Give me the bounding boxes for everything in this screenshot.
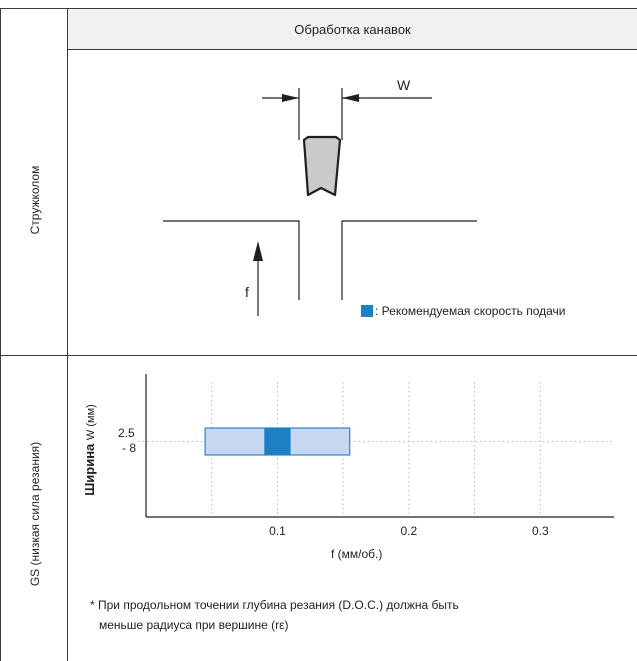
feed-rate-chart: 0.1 0.2 0.3 xyxy=(138,374,614,538)
table-left-border xyxy=(0,8,1,661)
chart-ylabel: Ширина W (мм) xyxy=(82,390,98,510)
chart-recommended-bar xyxy=(264,428,291,455)
groove-diagram xyxy=(163,88,477,316)
legend-text: : Рекомендуемая скорость подачи xyxy=(375,304,566,318)
column-divider xyxy=(67,8,68,661)
chart-ycat-line1: 2.5 xyxy=(118,426,135,440)
chart-xtick-label-1: 0.2 xyxy=(401,524,418,538)
feed-arrow-head-icon xyxy=(253,241,263,261)
row-divider xyxy=(0,355,637,356)
width-label: W xyxy=(397,77,411,93)
column-header: Обработка канавок xyxy=(68,9,637,50)
chart-xlabel: f (мм/об.) xyxy=(331,547,383,561)
feed-label: f xyxy=(245,284,249,300)
footnote-line2: меньше радиуса при вершине (rε) xyxy=(99,618,289,632)
insert-shape xyxy=(302,135,342,197)
column-header-text: Обработка канавок xyxy=(294,21,411,37)
table-top-border xyxy=(0,8,637,9)
row-label-chipbreaker: Стружколом xyxy=(28,165,42,235)
legend-swatch xyxy=(361,305,373,317)
chart-xtick-label-0: 0.1 xyxy=(269,524,286,538)
footnote-line1: * При продольном точении глубина резания… xyxy=(90,598,459,612)
chart-ylabel-unit: W (мм) xyxy=(85,404,97,441)
chart-xtick-label-2: 0.3 xyxy=(532,524,549,538)
workpiece-right-surface xyxy=(341,220,477,300)
dim-arrow-right-icon xyxy=(342,94,359,102)
row-label-gs: GS (низкая сила резания) xyxy=(28,441,42,587)
workpiece-left-surface xyxy=(163,220,300,300)
chart-ycat-line2: - 8 xyxy=(122,441,137,455)
chart-ylabel-main: Ширина xyxy=(82,443,97,496)
dim-arrow-left-icon xyxy=(282,94,299,102)
